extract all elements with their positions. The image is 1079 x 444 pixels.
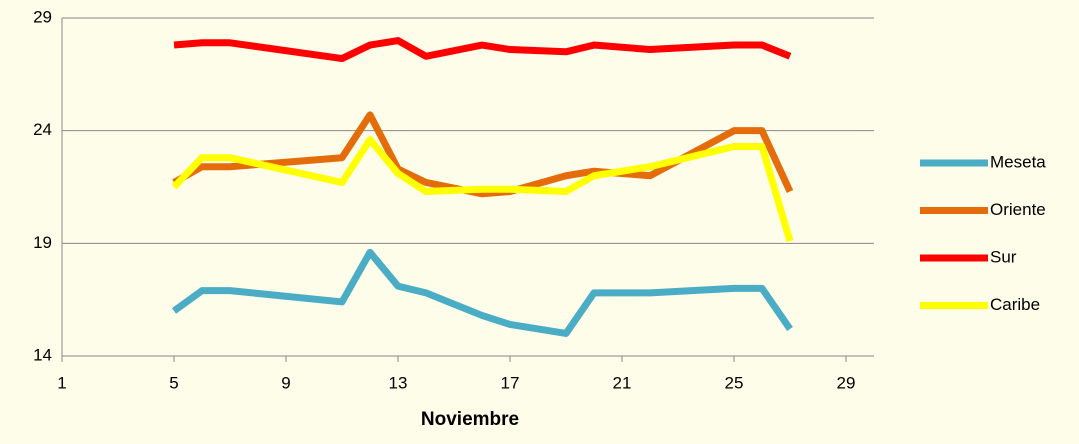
x-tick-label: 21	[613, 373, 632, 392]
legend-label: Oriente	[990, 200, 1046, 219]
y-tick-label: 24	[33, 120, 52, 139]
series-line	[171, 248, 793, 337]
x-tick-label: 1	[57, 373, 66, 392]
y-tick-label: 29	[33, 7, 52, 26]
series-line	[173, 37, 792, 63]
x-tick-label: 5	[169, 373, 178, 392]
x-tick-label: 29	[837, 373, 856, 392]
x-tick-label: 13	[389, 373, 408, 392]
x-tick-label: 17	[501, 373, 520, 392]
x-tick-label: 25	[725, 373, 744, 392]
y-tick-label: 14	[33, 345, 52, 364]
legend-label: Meseta	[990, 152, 1046, 171]
legend-label: Caribe	[990, 295, 1040, 314]
series-line	[171, 136, 794, 243]
y-tick-label: 19	[33, 233, 52, 252]
legend-label: Sur	[990, 247, 1017, 266]
x-tick-label: 9	[281, 373, 290, 392]
x-axis-label: Noviembre	[421, 409, 519, 430]
